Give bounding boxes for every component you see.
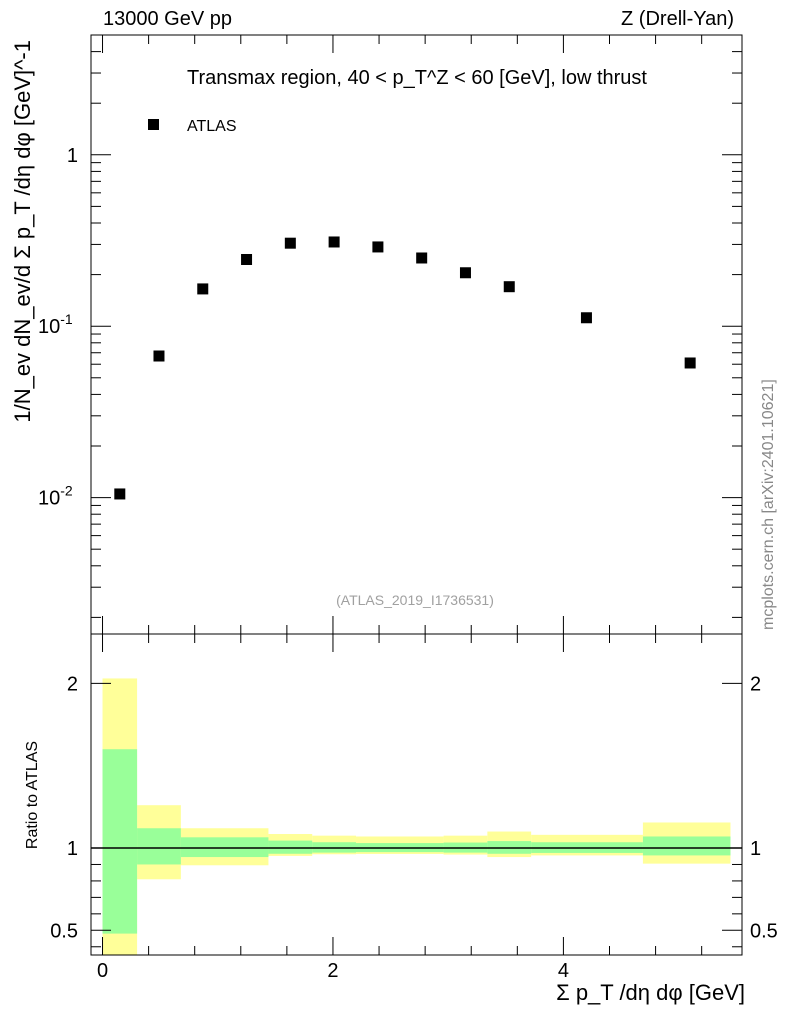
ratio-band-inner bbox=[268, 840, 313, 854]
data-point bbox=[284, 237, 296, 249]
ratio-band-inner bbox=[102, 749, 138, 934]
ratio-band-inner bbox=[137, 828, 181, 865]
data-point bbox=[416, 252, 428, 264]
ratio-band-inner bbox=[180, 837, 269, 858]
data-point bbox=[372, 241, 384, 253]
data-point bbox=[459, 267, 471, 279]
data-point bbox=[580, 312, 592, 324]
data-point bbox=[197, 283, 209, 295]
ratio-y-tick-label-left: 0.5 bbox=[50, 920, 78, 942]
y-tick-label: 10-1 bbox=[38, 311, 73, 338]
ratio-y-tick-label-right: 2 bbox=[750, 673, 761, 695]
data-point bbox=[328, 236, 340, 248]
header-right: Z (Drell-Yan) bbox=[621, 8, 734, 30]
data-point bbox=[114, 488, 126, 500]
main-y-axis-label: 1/N_ev dN_ev/d Σ p_T /dη dφ [GeV]^-1 bbox=[10, 40, 35, 423]
y-tick-label: 10-2 bbox=[38, 483, 73, 510]
ratio-frame-border bbox=[90, 633, 743, 956]
ratio-y-axis-label: Ratio to ATLAS bbox=[24, 741, 41, 849]
data-point bbox=[503, 281, 515, 293]
ratio-y-tick-label-right: 0.5 bbox=[750, 920, 778, 942]
header-left: 13000 GeV pp bbox=[103, 8, 232, 30]
y-tick-label: 1 bbox=[67, 145, 78, 167]
legend-label: ATLAS bbox=[187, 118, 237, 135]
plot-title: Transmax region, 40 < p_T^Z < 60 [GeV], … bbox=[187, 67, 647, 89]
ratio-band-inner bbox=[642, 836, 731, 856]
analysis-label: (ATLAS_2019_I1736531) bbox=[336, 592, 494, 608]
ratio-ticks: 0.5 0.5 1 1 2 2 0 2 4 bbox=[50, 634, 778, 982]
data-point bbox=[241, 253, 253, 265]
data-point bbox=[153, 350, 165, 362]
watermark: mcplots.cern.ch [arXiv:2401.10621] bbox=[760, 379, 777, 630]
x-tick-label: 4 bbox=[558, 960, 569, 982]
x-axis-label: Σ p_T /dη dφ [GeV] bbox=[556, 980, 745, 1005]
ratio-y-tick-label-left: 2 bbox=[67, 673, 78, 695]
ratio-y-tick-label-left: 1 bbox=[67, 838, 78, 860]
legend-marker bbox=[148, 119, 159, 130]
x-tick-label: 2 bbox=[327, 960, 338, 982]
main-ticks: 10-2 10-1 1 bbox=[38, 34, 742, 634]
ratio-y-tick-label-right: 1 bbox=[750, 838, 761, 860]
x-tick-label: 0 bbox=[97, 960, 108, 982]
atlas-data-points bbox=[114, 236, 696, 500]
data-point bbox=[684, 357, 696, 369]
ratio-uncertainty-bands bbox=[102, 678, 731, 955]
axis-labels: ATLAS Transmax region, 40 < p_T^Z < 60 [G… bbox=[10, 40, 745, 1005]
ratio-plot-frame bbox=[90, 633, 743, 956]
